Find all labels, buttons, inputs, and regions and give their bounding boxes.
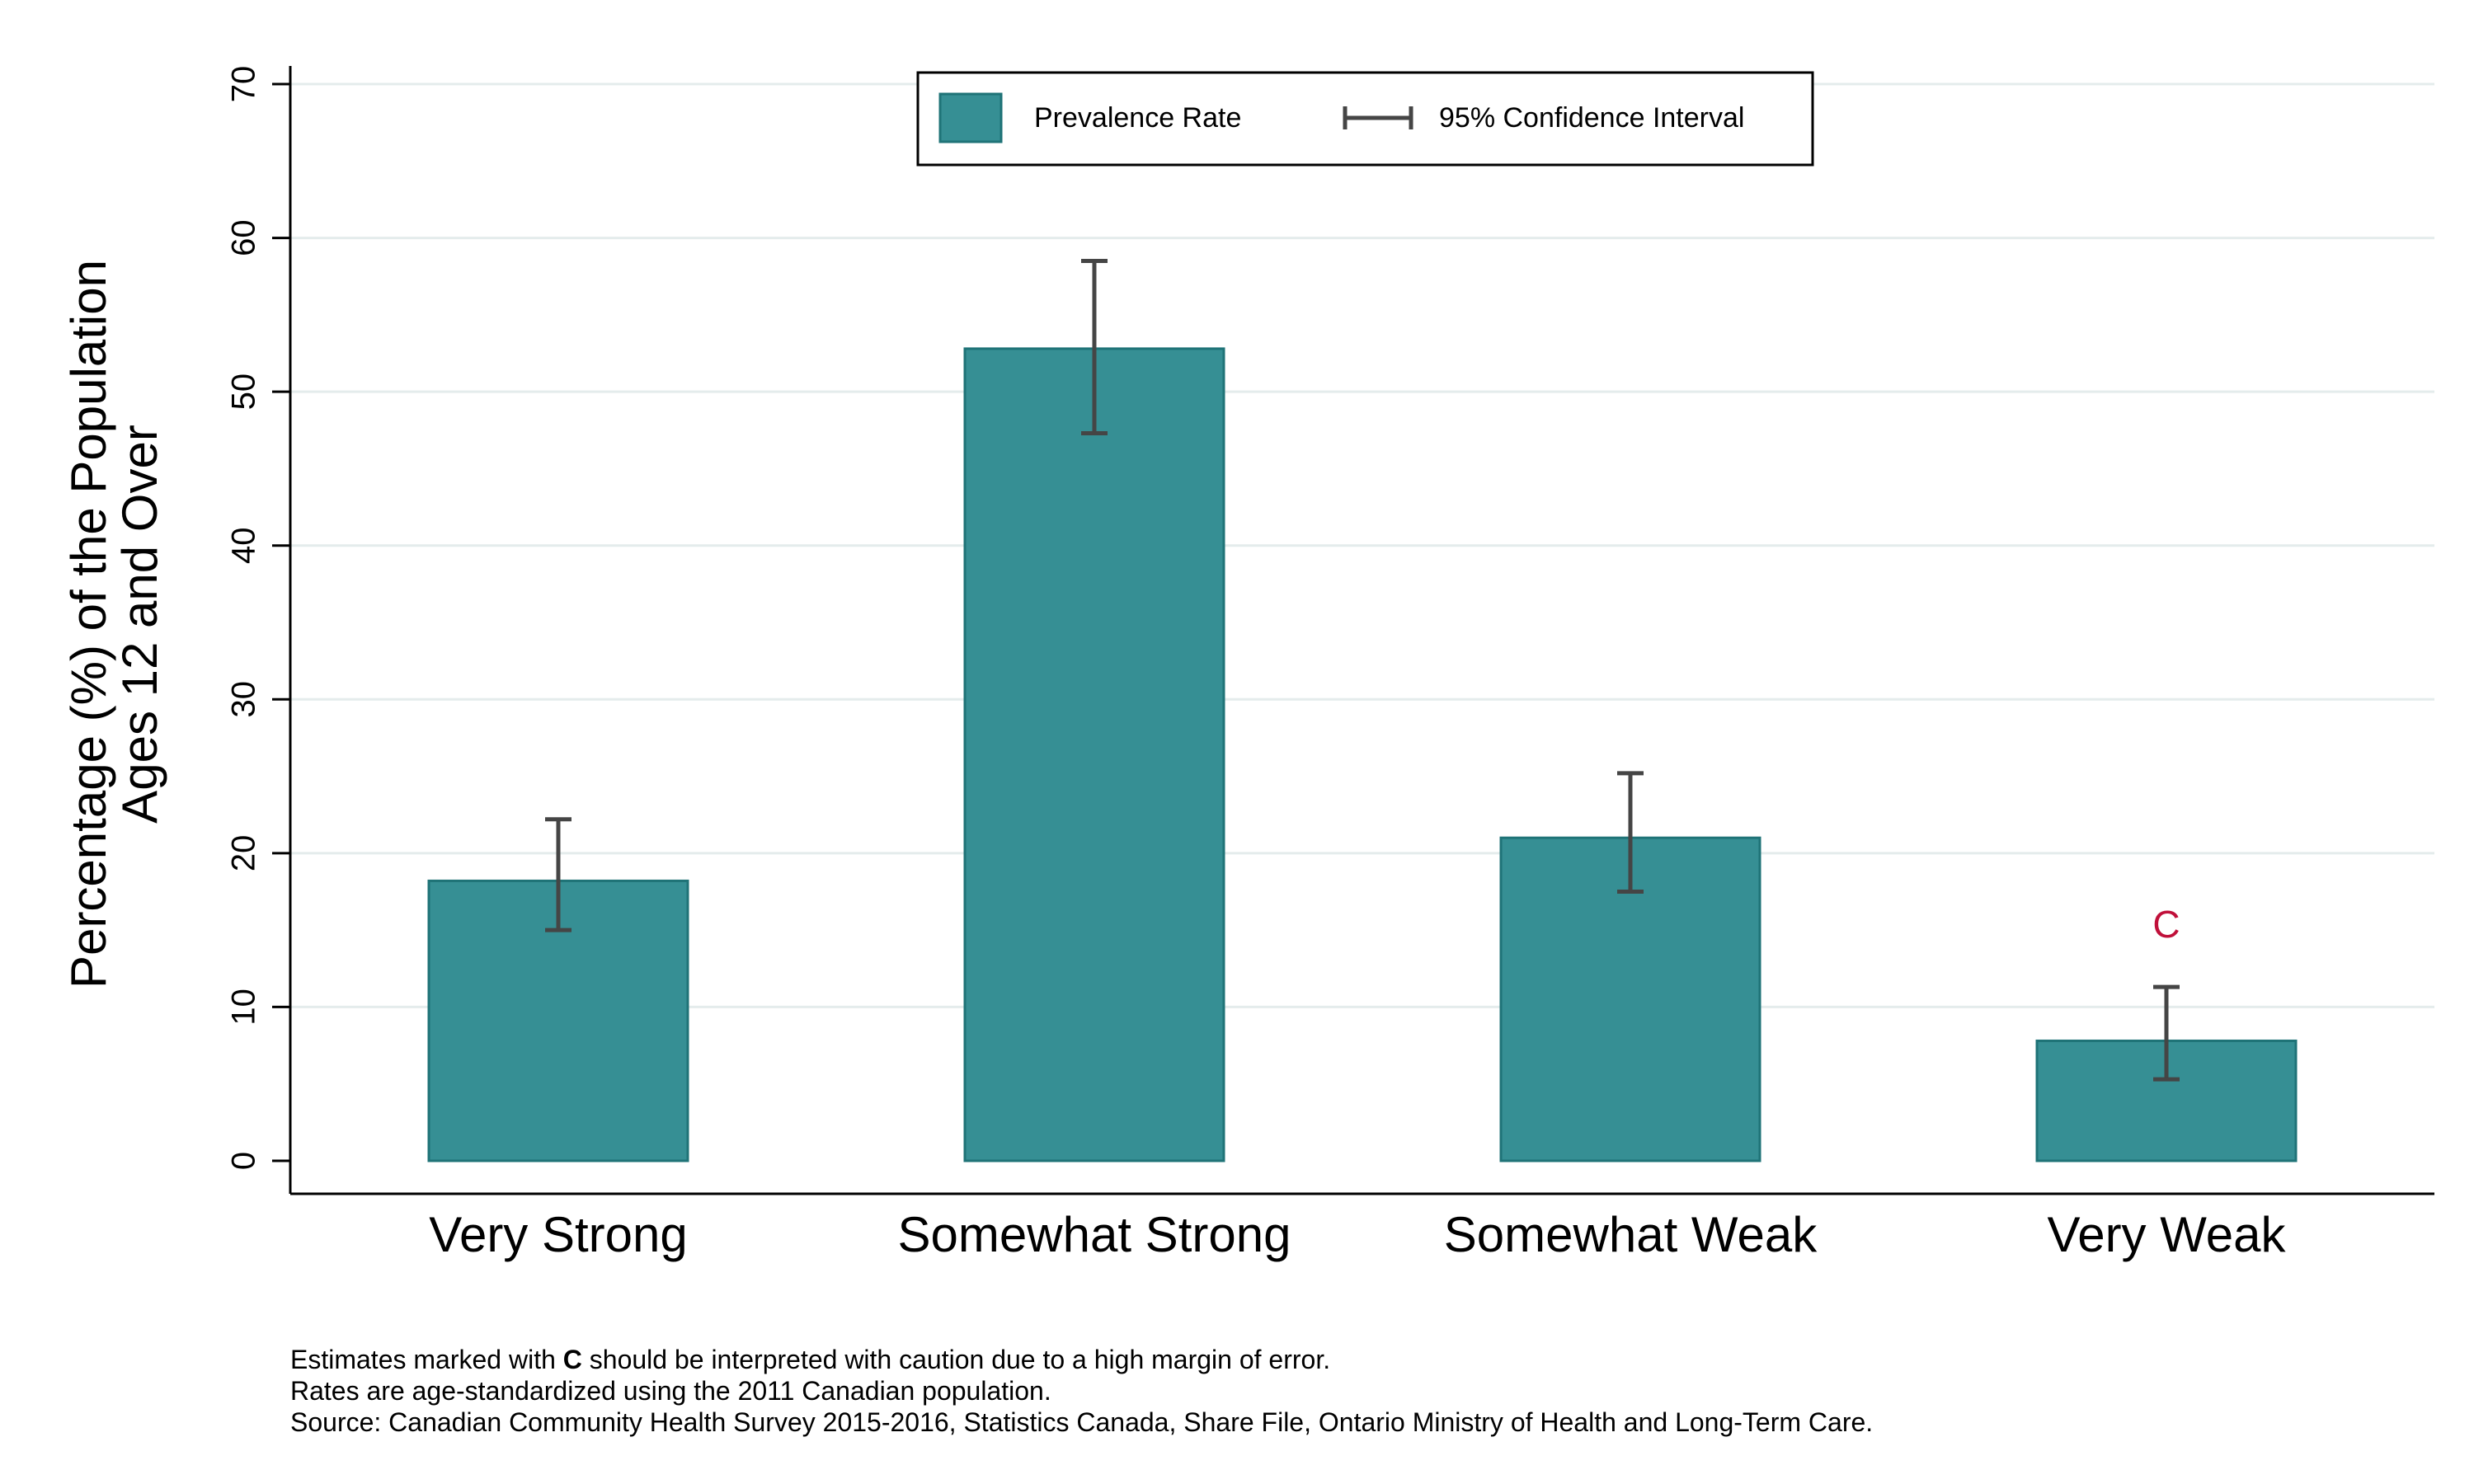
- y-tick-label: 30: [226, 681, 262, 718]
- x-category-label: Very Weak: [2047, 1207, 2286, 1262]
- note-caution-flag: C: [562, 1345, 582, 1374]
- y-axis-title: Ages 12 and Over: [112, 425, 167, 824]
- y-axis-title: Percentage (%) of the Population: [61, 260, 116, 989]
- chart-notes: Estimates marked with C should be interp…: [290, 1344, 1873, 1438]
- note-source: Source: Canadian Community Health Survey…: [290, 1407, 1874, 1437]
- x-category-label: Somewhat Strong: [898, 1207, 1291, 1262]
- x-category-label: Very Strong: [429, 1207, 688, 1262]
- caution-flag: C: [2152, 903, 2180, 946]
- y-tick-label: 10: [226, 989, 262, 1026]
- y-tick-label: 60: [226, 219, 262, 256]
- y-tick-label: 0: [226, 1152, 262, 1170]
- y-tick-label: 20: [226, 835, 262, 872]
- legend-label-ci: 95% Confidence Interval: [1439, 102, 1744, 134]
- x-category-label: Somewhat Weak: [1444, 1207, 1818, 1262]
- note-caution: Estimates marked with C should be interp…: [290, 1345, 1331, 1374]
- y-tick-label: 40: [226, 527, 262, 564]
- note-age-standardized: Rates are age-standardized using the 201…: [290, 1376, 1051, 1406]
- legend-swatch-prevalence: [938, 92, 1003, 143]
- legend-label-prevalence: Prevalence Rate: [1034, 102, 1241, 134]
- bar: [2035, 1039, 2298, 1162]
- y-tick-label: 70: [226, 66, 262, 103]
- y-tick-label: 50: [226, 373, 262, 411]
- bar: [963, 347, 1225, 1162]
